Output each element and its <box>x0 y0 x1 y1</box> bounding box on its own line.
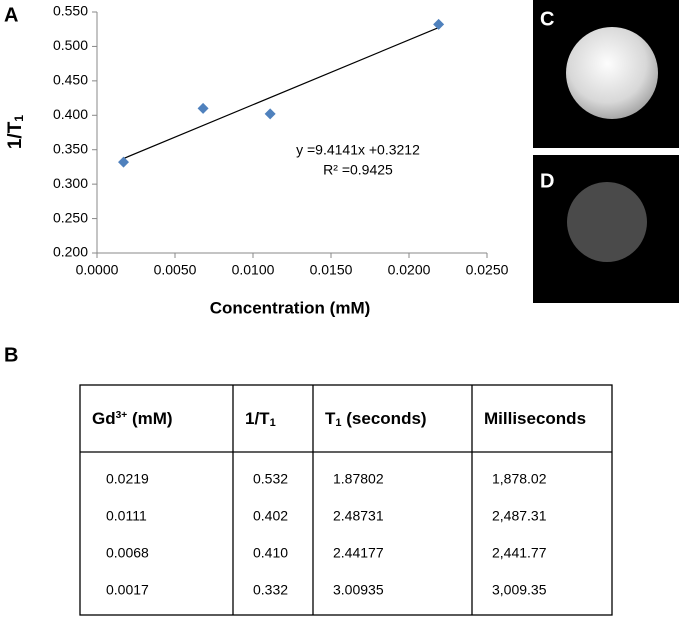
x-tick-label: 0.0050 <box>154 262 197 278</box>
text-part: (mM) <box>127 409 172 428</box>
table-cell: 0.532 <box>253 471 288 487</box>
text-part: Gd <box>92 409 116 428</box>
text-part: 1 <box>12 115 26 122</box>
point <box>433 18 445 30</box>
panel-label: D <box>540 170 554 192</box>
table-cell: 3.00935 <box>333 582 384 598</box>
table-cell: 2,487.31 <box>492 508 547 524</box>
y-tick-label: 0.250 <box>53 209 88 225</box>
text-part: Milliseconds <box>484 409 586 428</box>
text-part: 1/T <box>245 409 270 428</box>
text-part: 1 <box>270 417 276 429</box>
y-tick-label: 0.550 <box>53 3 88 19</box>
y-tick-label: 0.400 <box>53 106 88 122</box>
x-tick-label: 0.0250 <box>466 262 509 278</box>
table-cell: 0.0017 <box>106 582 149 598</box>
panel-label: B <box>4 344 18 366</box>
table-cell: 2,441.77 <box>492 545 547 561</box>
text-part: 1/T <box>5 121 26 149</box>
text-part: 1 <box>335 417 341 429</box>
table-cell: 3,009.35 <box>492 582 547 598</box>
trendline-equation: y =9.4141x +0.3212 <box>296 142 420 158</box>
phantom <box>566 27 658 119</box>
phantom <box>567 182 647 262</box>
header-cell: 1/T1 <box>245 409 276 429</box>
table-cell: 1,878.02 <box>492 471 547 487</box>
y-tick-label: 0.500 <box>53 37 88 53</box>
panel-label: A <box>4 4 18 26</box>
table-cell: 0.402 <box>253 508 288 524</box>
text-part: T <box>325 409 336 428</box>
table-cell: 2.48731 <box>333 508 384 524</box>
header-cell: T1 (seconds) <box>325 409 427 429</box>
y-tick-label: 0.450 <box>53 72 88 88</box>
table-cell: 0.0219 <box>106 471 149 487</box>
text-part: 3+ <box>116 410 128 421</box>
table-cell: 0.410 <box>253 545 288 561</box>
table-cell: 0.0068 <box>106 545 149 561</box>
x-axis-title: Concentration (mM) <box>210 298 371 317</box>
y-tick-label: 0.350 <box>53 140 88 156</box>
trendline <box>123 27 439 160</box>
table-cell: 0.332 <box>253 582 288 598</box>
x-tick-label: 0.0100 <box>232 262 275 278</box>
y-axis-title: 1/T1 <box>5 115 26 149</box>
table-cell: 2.44177 <box>333 545 384 561</box>
x-tick-label: 0.0150 <box>310 262 353 278</box>
table-border <box>79 384 613 616</box>
table-cell: 0.0111 <box>106 508 147 524</box>
point <box>118 156 130 168</box>
panel-label: C <box>540 8 554 30</box>
y-tick-label: 0.300 <box>53 175 88 191</box>
table-cell: 1.87802 <box>333 471 384 487</box>
header-cell: Gd3+ (mM) <box>92 409 173 428</box>
header-cell: Milliseconds <box>484 409 586 428</box>
point <box>197 102 209 114</box>
y-tick-label: 0.200 <box>53 244 88 260</box>
point <box>264 108 276 120</box>
r-squared: R² =0.9425 <box>323 162 393 178</box>
text-part: (seconds) <box>342 409 427 428</box>
x-tick-label: 0.0200 <box>388 262 431 278</box>
x-tick-label: 0.0000 <box>76 262 119 278</box>
